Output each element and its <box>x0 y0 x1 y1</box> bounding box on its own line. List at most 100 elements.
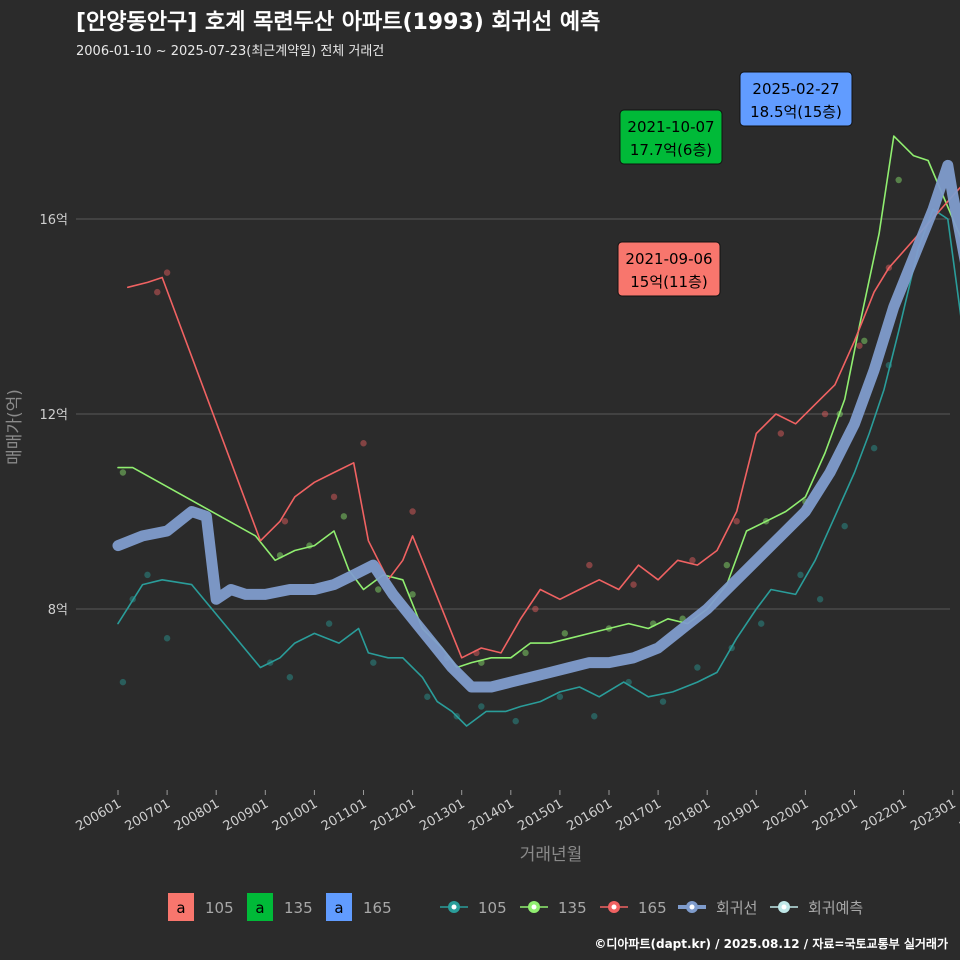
x-tick-label: 200901 <box>221 796 271 834</box>
x-tick-label: 201801 <box>663 796 713 834</box>
legend-point-center <box>689 904 695 910</box>
legend-point-center <box>781 904 787 910</box>
scatter-point-s105 <box>694 664 701 671</box>
scatter-point-s135 <box>119 469 127 476</box>
legend-point-center <box>451 904 457 910</box>
scatter-point-s105 <box>424 693 431 700</box>
x-tick-label: 202101 <box>810 796 860 834</box>
chart-title: [안양동안구] 호계 목련두산 아파트(1993) 회귀선 예측 <box>76 10 601 35</box>
legend-label-105: 105 <box>205 899 234 917</box>
scatter-point-s105 <box>119 678 127 686</box>
callout-layer: 2021-09-06 15억(11층) 2021-10-07 17.7억(6층) 202… <box>617 71 853 297</box>
scatter-point-s135 <box>723 561 731 569</box>
x-tick-label: 201201 <box>368 796 418 834</box>
scatter-point-s165 <box>532 605 539 613</box>
scatter-point-s105 <box>816 596 824 603</box>
scatter-point-s135 <box>375 586 382 593</box>
y-tick-label: 12억 <box>39 408 68 423</box>
x-tick-label: 201101 <box>319 796 369 834</box>
scatter-point-s105 <box>370 659 377 666</box>
x-tick-label: 202301 <box>908 796 958 834</box>
legend-label-165: 165 <box>363 899 392 917</box>
scatter-point-s135 <box>561 630 569 637</box>
scatter-point-s165 <box>689 557 696 564</box>
callout-box <box>617 241 721 297</box>
legend-label-forecast: 회귀예측 <box>808 899 863 917</box>
callout-date: 2025-02-27 <box>752 80 839 98</box>
callout-date: 2021-09-06 <box>625 250 712 268</box>
chart-subtitle: 2006-01-10 ~ 2025-07-23(최근계약일) 전체 거래건 <box>76 44 385 59</box>
scatter-point-s135 <box>522 649 529 657</box>
scatter-point-s135 <box>340 513 348 520</box>
callout-box <box>739 71 853 127</box>
legend-label-s165: 165 <box>638 899 667 917</box>
scatter-point-s105 <box>478 703 485 710</box>
legend-swatch-135 <box>247 893 273 921</box>
scatter-point-s105 <box>325 620 333 627</box>
callout-box <box>619 109 723 165</box>
callout-price: 17.7억(6층) <box>630 141 712 159</box>
x-axis-title: 거래년월 <box>520 845 583 865</box>
scatter-point-s135 <box>861 337 868 345</box>
y-tick-label: 8억 <box>48 603 68 618</box>
series-line-s165 <box>127 186 960 659</box>
scatter-point-s105 <box>556 693 564 700</box>
scatter-point-s165 <box>330 493 338 501</box>
callout-date: 2021-10-07 <box>627 118 714 136</box>
x-tick-label: 200801 <box>172 796 222 834</box>
legend-glyph: a <box>255 899 264 917</box>
legend-glyph: a <box>334 899 343 917</box>
scatter-point-s165 <box>163 269 171 276</box>
x-tick-label: 202201 <box>859 796 909 834</box>
scatter-point-s105 <box>512 717 519 725</box>
legend-swatch-105 <box>168 893 194 921</box>
x-tick-label: 201601 <box>565 796 615 834</box>
scatter-point-s165 <box>630 581 637 588</box>
x-tick-label: 200601 <box>74 796 124 834</box>
line-layer <box>117 135 960 727</box>
scatter-layer <box>119 176 902 725</box>
scatter-point-s105 <box>591 713 598 720</box>
legend-swatch-165 <box>326 893 352 921</box>
regression-layer <box>112 159 960 693</box>
series-line-s135 <box>117 135 960 669</box>
x-tick-label: 201901 <box>712 796 762 834</box>
legend-label-s135: 135 <box>558 899 587 917</box>
scatter-point-s135 <box>895 176 902 184</box>
x-tick-label: 201301 <box>417 796 467 834</box>
callout-price: 18.5억(15층) <box>750 103 842 121</box>
scatter-point-s165 <box>281 518 289 525</box>
x-tick-label: 201401 <box>466 796 516 834</box>
legend-label-regression: 회귀선 <box>716 899 757 917</box>
legend-glyph: a <box>176 899 185 917</box>
legend-layer: a 105 a 135 a 165 105 135 165 회귀선 회귀예측 <box>168 893 863 921</box>
scatter-point-s105 <box>870 444 878 452</box>
credit-text: ©디아파트(dapt.kr) / 2025.08.12 / 자료=국토교통부 실… <box>594 937 948 951</box>
scatter-point-s135 <box>409 591 416 598</box>
x-tick-label: 201001 <box>270 796 320 834</box>
scatter-point-s105 <box>797 571 804 579</box>
scatter-point-s165 <box>821 410 829 418</box>
scatter-point-s105 <box>286 674 294 681</box>
y-tick-label: 16억 <box>39 213 68 228</box>
scatter-point-s165 <box>586 561 593 569</box>
series-line-regression <box>112 159 960 693</box>
scatter-point-s165 <box>856 342 863 349</box>
scatter-point-s105 <box>144 571 151 579</box>
x-tick-label: 202001 <box>761 796 811 834</box>
x-tick-label: 201501 <box>515 796 565 834</box>
scatter-point-s105 <box>163 635 171 642</box>
scatter-point-s165 <box>360 440 367 447</box>
legend-point-center <box>611 904 617 910</box>
scatter-point-s165 <box>154 288 161 296</box>
legend-label-135: 135 <box>284 899 313 917</box>
scatter-point-s105 <box>659 698 667 705</box>
y-axis-title: 매매가(억) <box>5 389 25 465</box>
legend-point-center <box>531 904 537 910</box>
scatter-point-s105 <box>841 522 848 530</box>
legend-label-s105: 105 <box>478 899 507 917</box>
scatter-point-s105 <box>758 620 765 627</box>
scatter-point-s165 <box>733 518 740 525</box>
scatter-point-s165 <box>777 430 785 437</box>
